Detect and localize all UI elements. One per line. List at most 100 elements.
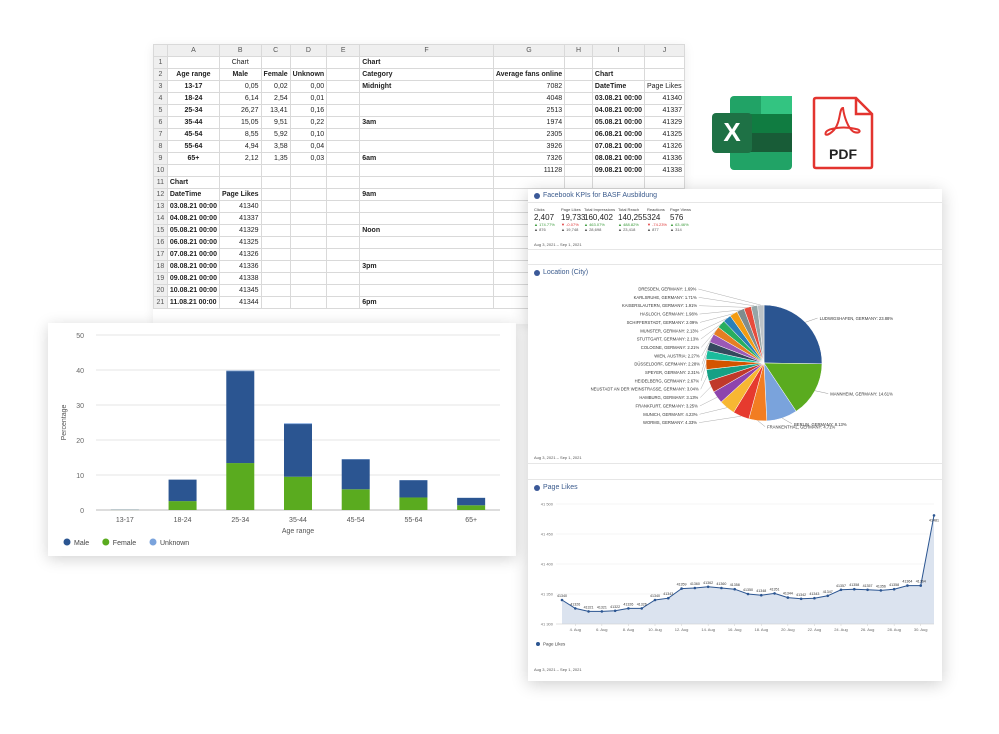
sheet-cell[interactable] <box>564 56 593 69</box>
row-number[interactable]: 12 <box>153 188 168 201</box>
sheet-cell[interactable]: 41329 <box>218 224 262 237</box>
sheet-cell[interactable] <box>326 212 361 225</box>
sheet-cell[interactable] <box>260 200 291 213</box>
sheet-cell[interactable]: 06.08.21 00:00 <box>166 236 220 249</box>
pdf-icon[interactable]: PDF <box>812 96 874 170</box>
sheet-cell[interactable] <box>326 92 361 105</box>
sheet-cell[interactable]: 04.08.21 00:00 <box>591 104 646 117</box>
row-number[interactable]: 19 <box>153 272 168 285</box>
sheet-cell[interactable] <box>326 68 361 81</box>
sheet-cell[interactable]: 41329 <box>644 116 685 129</box>
sheet-cell[interactable] <box>644 176 685 189</box>
sheet-cell[interactable] <box>289 296 328 309</box>
sheet-cell[interactable] <box>359 236 494 249</box>
sheet-cell[interactable]: 0,00 <box>289 80 328 93</box>
sheet-cell[interactable]: 6,14 <box>218 92 262 105</box>
sheet-cell[interactable] <box>359 164 494 177</box>
column-header[interactable]: B <box>218 44 262 57</box>
sheet-cell[interactable] <box>564 128 593 141</box>
sheet-cell[interactable] <box>644 56 685 69</box>
sheet-cell[interactable] <box>289 260 328 273</box>
sheet-cell[interactable]: 15,05 <box>218 116 262 129</box>
sheet-cell[interactable]: 03.08.21 00:00 <box>591 92 646 105</box>
sheet-cell[interactable] <box>260 164 291 177</box>
sheet-cell[interactable] <box>359 140 494 153</box>
sheet-cell[interactable]: Chart <box>218 56 262 69</box>
sheet-cell[interactable] <box>644 68 685 81</box>
sheet-cell[interactable] <box>260 296 291 309</box>
column-header[interactable]: D <box>289 44 328 57</box>
sheet-cell[interactable] <box>359 176 494 189</box>
sheet-cell[interactable] <box>218 176 262 189</box>
sheet-cell[interactable]: 18-24 <box>166 92 220 105</box>
sheet-cell[interactable]: Average fans online <box>492 68 566 81</box>
sheet-cell[interactable]: 55-64 <box>166 140 220 153</box>
sheet-cell[interactable] <box>166 56 220 69</box>
sheet-cell[interactable] <box>326 152 361 165</box>
sheet-cell[interactable]: Age range <box>166 68 220 81</box>
sheet-cell[interactable] <box>326 284 361 297</box>
sheet-cell[interactable] <box>326 176 361 189</box>
sheet-cell[interactable]: 41326 <box>644 140 685 153</box>
row-number[interactable]: 4 <box>153 92 168 105</box>
sheet-cell[interactable] <box>359 128 494 141</box>
sheet-cell[interactable]: 07.08.21 00:00 <box>591 140 646 153</box>
sheet-cell[interactable]: DateTime <box>166 188 220 201</box>
sheet-cell[interactable]: 41338 <box>644 164 685 177</box>
sheet-cell[interactable] <box>260 224 291 237</box>
sheet-cell[interactable]: 41340 <box>644 92 685 105</box>
sheet-cell[interactable]: 6am <box>359 152 494 165</box>
sheet-cell[interactable] <box>564 92 593 105</box>
sheet-cell[interactable] <box>289 176 328 189</box>
sheet-cell[interactable] <box>166 164 220 177</box>
row-number[interactable]: 2 <box>153 68 168 81</box>
column-header[interactable]: E <box>326 44 361 57</box>
sheet-cell[interactable] <box>289 236 328 249</box>
sheet-cell[interactable] <box>326 164 361 177</box>
sheet-cell[interactable]: 2,54 <box>260 92 291 105</box>
sheet-cell[interactable] <box>326 116 361 129</box>
sheet-cell[interactable]: 41337 <box>218 212 262 225</box>
sheet-cell[interactable] <box>326 128 361 141</box>
column-header[interactable]: C <box>260 44 291 57</box>
sheet-cell[interactable]: 4,94 <box>218 140 262 153</box>
sheet-cell[interactable] <box>564 116 593 129</box>
sheet-cell[interactable] <box>260 260 291 273</box>
sheet-cell[interactable] <box>326 236 361 249</box>
sheet-cell[interactable] <box>359 200 494 213</box>
sheet-cell[interactable] <box>289 188 328 201</box>
sheet-cell[interactable]: 10.08.21 00:00 <box>166 284 220 297</box>
column-header[interactable]: H <box>564 44 593 57</box>
sheet-cell[interactable] <box>326 248 361 261</box>
sheet-cell[interactable] <box>492 56 566 69</box>
sheet-cell[interactable]: 35-44 <box>166 116 220 129</box>
column-header[interactable]: F <box>359 44 494 57</box>
sheet-cell[interactable] <box>260 236 291 249</box>
sheet-cell[interactable] <box>564 140 593 153</box>
sheet-cell[interactable]: 13,41 <box>260 104 291 117</box>
column-header[interactable]: I <box>591 44 646 57</box>
sheet-cell[interactable] <box>260 248 291 261</box>
sheet-cell[interactable] <box>564 104 593 117</box>
sheet-cell[interactable]: 41326 <box>218 248 262 261</box>
sheet-cell[interactable]: Page Likes <box>218 188 262 201</box>
row-number[interactable]: 5 <box>153 104 168 117</box>
sheet-cell[interactable]: 05.08.21 00:00 <box>591 116 646 129</box>
row-number[interactable]: 11 <box>153 176 168 189</box>
row-number[interactable]: 8 <box>153 140 168 153</box>
sheet-cell[interactable]: Male <box>218 68 262 81</box>
column-header[interactable]: G <box>492 44 566 57</box>
sheet-cell[interactable]: 13-17 <box>166 80 220 93</box>
sheet-cell[interactable]: Unknown <box>289 68 328 81</box>
row-number[interactable]: 14 <box>153 212 168 225</box>
sheet-cell[interactable]: 0,22 <box>289 116 328 129</box>
sheet-cell[interactable] <box>326 80 361 93</box>
sheet-cell[interactable]: 3,58 <box>260 140 291 153</box>
sheet-cell[interactable]: 2305 <box>492 128 566 141</box>
sheet-cell[interactable] <box>564 152 593 165</box>
row-number[interactable]: 9 <box>153 152 168 165</box>
sheet-cell[interactable]: 41336 <box>218 260 262 273</box>
sheet-cell[interactable]: 1974 <box>492 116 566 129</box>
sheet-cell[interactable]: 3926 <box>492 140 566 153</box>
row-number[interactable]: 20 <box>153 284 168 297</box>
